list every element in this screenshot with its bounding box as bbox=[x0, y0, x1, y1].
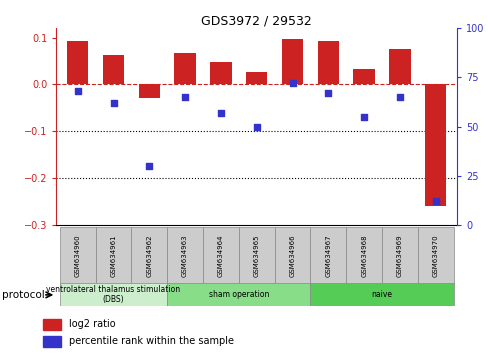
Bar bbox=[203, 227, 238, 285]
Point bbox=[252, 124, 260, 129]
Point bbox=[431, 198, 439, 204]
Text: GSM634964: GSM634964 bbox=[218, 234, 224, 277]
Bar bbox=[245, 72, 267, 85]
Title: GDS3972 / 29532: GDS3972 / 29532 bbox=[201, 14, 311, 27]
Bar bbox=[346, 227, 381, 285]
Text: GSM634970: GSM634970 bbox=[432, 234, 438, 277]
Bar bbox=[167, 283, 310, 306]
Bar bbox=[353, 69, 374, 85]
Bar bbox=[43, 336, 61, 347]
Bar bbox=[102, 56, 124, 85]
Bar bbox=[310, 227, 346, 285]
Text: GSM634969: GSM634969 bbox=[396, 234, 402, 277]
Bar bbox=[174, 53, 196, 85]
Text: GSM634963: GSM634963 bbox=[182, 234, 188, 277]
Point bbox=[181, 94, 189, 100]
Bar bbox=[131, 227, 167, 285]
Text: GSM634968: GSM634968 bbox=[361, 234, 366, 277]
Point bbox=[217, 110, 224, 116]
Bar bbox=[317, 41, 338, 85]
Bar bbox=[96, 227, 131, 285]
Bar bbox=[43, 319, 61, 330]
Point bbox=[324, 90, 331, 96]
Bar bbox=[67, 41, 88, 85]
Text: GSM634966: GSM634966 bbox=[289, 234, 295, 277]
Text: ventrolateral thalamus stimulation
(DBS): ventrolateral thalamus stimulation (DBS) bbox=[46, 285, 180, 304]
Text: percentile rank within the sample: percentile rank within the sample bbox=[69, 336, 234, 346]
Text: GSM634960: GSM634960 bbox=[75, 234, 81, 277]
Text: GSM634961: GSM634961 bbox=[110, 234, 116, 277]
Text: log2 ratio: log2 ratio bbox=[69, 319, 116, 329]
Bar bbox=[388, 49, 410, 85]
Text: GSM634967: GSM634967 bbox=[325, 234, 331, 277]
Text: sham operation: sham operation bbox=[208, 290, 268, 299]
Text: protocol: protocol bbox=[2, 290, 45, 300]
Bar bbox=[210, 62, 231, 85]
Bar bbox=[417, 227, 453, 285]
Bar bbox=[60, 283, 167, 306]
Point bbox=[360, 114, 367, 120]
Point bbox=[395, 94, 403, 100]
Point bbox=[145, 163, 153, 169]
Text: GSM634962: GSM634962 bbox=[146, 234, 152, 277]
Bar bbox=[167, 227, 203, 285]
Point bbox=[288, 80, 296, 86]
Text: naive: naive bbox=[371, 290, 392, 299]
Bar bbox=[238, 227, 274, 285]
Bar bbox=[381, 227, 417, 285]
Bar bbox=[281, 39, 303, 85]
Bar bbox=[274, 227, 310, 285]
Point bbox=[109, 100, 117, 106]
Bar bbox=[60, 227, 96, 285]
Point bbox=[74, 88, 81, 94]
Bar bbox=[310, 283, 453, 306]
Bar bbox=[138, 85, 160, 98]
Text: GSM634965: GSM634965 bbox=[253, 234, 259, 277]
Bar bbox=[424, 85, 446, 206]
